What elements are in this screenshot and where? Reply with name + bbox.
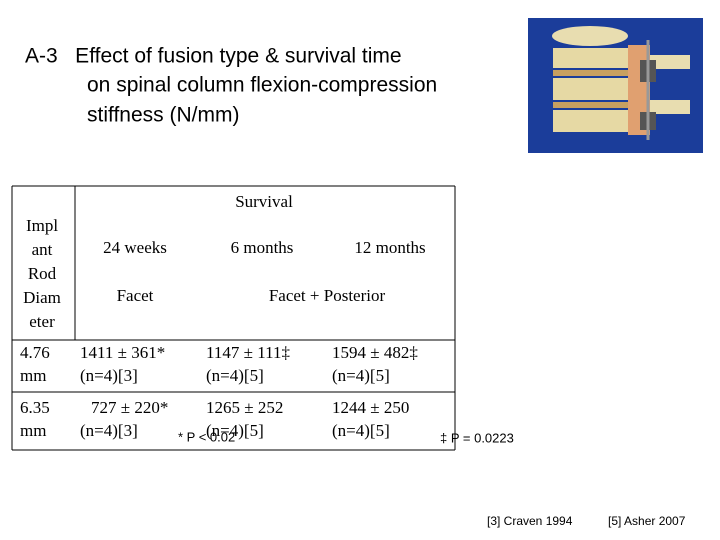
cell: 1594 ± 482‡: [332, 343, 418, 362]
cell: (n=4)[3]: [80, 366, 138, 385]
fusion-header: Facet: [117, 286, 154, 305]
corner-label: Impl: [26, 216, 58, 235]
table-rules: [11, 185, 456, 451]
footnote: * P < 0.02: [178, 429, 235, 444]
corner-label: ant: [32, 240, 53, 259]
table-header: Survival Impl ant Rod Diam eter 24 weeks…: [23, 192, 426, 331]
table-body: 4.76 mm 1411 ± 361* (n=4)[3] 1147 ± 111‡…: [20, 343, 418, 440]
spine-image: [528, 18, 703, 153]
title-line: on spinal column flexion-compression: [87, 74, 437, 97]
reference: [5] Asher 2007: [608, 514, 686, 528]
cell: 727 ± 220*: [91, 398, 168, 417]
cell: 1244 ± 250: [332, 398, 409, 417]
cell: (n=4)[5]: [206, 366, 264, 385]
footnote: ‡ P = 0.0223: [440, 430, 514, 445]
title-line: stiffness (N/mm): [87, 104, 239, 127]
row-label: 4.76: [20, 343, 50, 362]
fusion-header: Facet + Posterior: [269, 286, 386, 305]
cell: 1265 ± 252: [206, 398, 283, 417]
cell: (n=4)[3]: [80, 421, 138, 440]
group-header: Survival: [235, 192, 293, 211]
cell: 1147 ± 111‡: [206, 343, 290, 362]
cell: (n=4)[5]: [332, 421, 390, 440]
cell: 1411 ± 361*: [80, 343, 165, 362]
row-label: 6.35: [20, 398, 50, 417]
corner-label: Rod: [28, 264, 57, 283]
cell: (n=4)[5]: [206, 421, 264, 440]
corner-label: eter: [29, 312, 55, 331]
column-header: 12 months: [354, 238, 425, 257]
reference: [3] Craven 1994: [487, 514, 573, 528]
title-line: A-3 Effect of fusion type & survival tim…: [25, 45, 402, 68]
column-header: 6 months: [231, 238, 294, 257]
cell: (n=4)[5]: [332, 366, 390, 385]
corner-label: Diam: [23, 288, 61, 307]
row-label: mm: [20, 366, 46, 385]
title: A-3 Effect of fusion type & survival tim…: [25, 45, 437, 127]
row-label: mm: [20, 421, 46, 440]
column-header: 24 weeks: [103, 238, 167, 257]
